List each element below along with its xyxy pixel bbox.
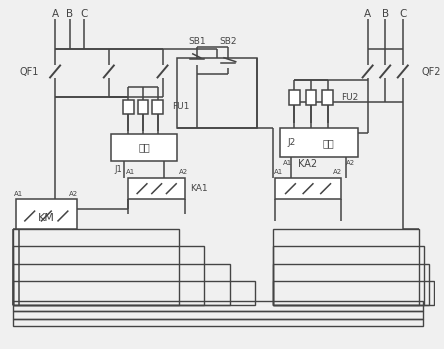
Text: QF2: QF2 xyxy=(421,67,441,77)
Bar xyxy=(128,178,185,199)
Text: FU1: FU1 xyxy=(172,102,190,111)
Bar xyxy=(123,100,134,114)
Bar xyxy=(13,301,423,311)
Text: A1: A1 xyxy=(14,191,24,196)
Bar xyxy=(13,319,423,326)
Bar xyxy=(275,178,341,199)
Text: A1: A1 xyxy=(283,160,292,166)
Text: 相序: 相序 xyxy=(323,138,334,148)
Text: A2: A2 xyxy=(333,169,342,175)
Bar xyxy=(16,199,76,229)
Bar xyxy=(13,311,423,319)
Text: A2: A2 xyxy=(345,160,355,166)
Bar xyxy=(289,90,300,105)
Text: C: C xyxy=(81,9,88,19)
Bar xyxy=(322,90,333,105)
Bar xyxy=(273,264,429,305)
Bar xyxy=(13,264,230,305)
Text: C: C xyxy=(399,9,406,19)
Text: A: A xyxy=(52,9,59,19)
Text: FU2: FU2 xyxy=(341,93,358,102)
Text: 相序: 相序 xyxy=(138,143,150,153)
Text: A1: A1 xyxy=(274,169,283,175)
Text: A2: A2 xyxy=(69,191,78,196)
Bar xyxy=(273,229,420,305)
Bar xyxy=(273,246,424,305)
Text: B: B xyxy=(66,9,73,19)
Bar xyxy=(273,281,434,305)
Bar xyxy=(138,100,148,114)
Bar xyxy=(152,100,163,114)
Bar xyxy=(177,58,257,128)
Bar xyxy=(13,246,203,305)
Text: J2: J2 xyxy=(287,138,296,147)
Text: KA1: KA1 xyxy=(190,184,207,193)
Text: A1: A1 xyxy=(126,169,135,175)
Text: KA2: KA2 xyxy=(298,159,317,169)
Text: B: B xyxy=(382,9,389,19)
Text: SB1: SB1 xyxy=(188,37,206,46)
Text: KM: KM xyxy=(38,213,55,223)
Bar xyxy=(13,281,255,305)
Bar xyxy=(13,229,179,305)
Text: A: A xyxy=(364,9,371,19)
Text: A2: A2 xyxy=(178,169,188,175)
Bar xyxy=(305,90,316,105)
Bar xyxy=(111,134,177,161)
Text: QF1: QF1 xyxy=(19,67,39,77)
Bar xyxy=(280,128,358,157)
Text: J1: J1 xyxy=(115,165,123,174)
Text: SB2: SB2 xyxy=(219,37,237,46)
